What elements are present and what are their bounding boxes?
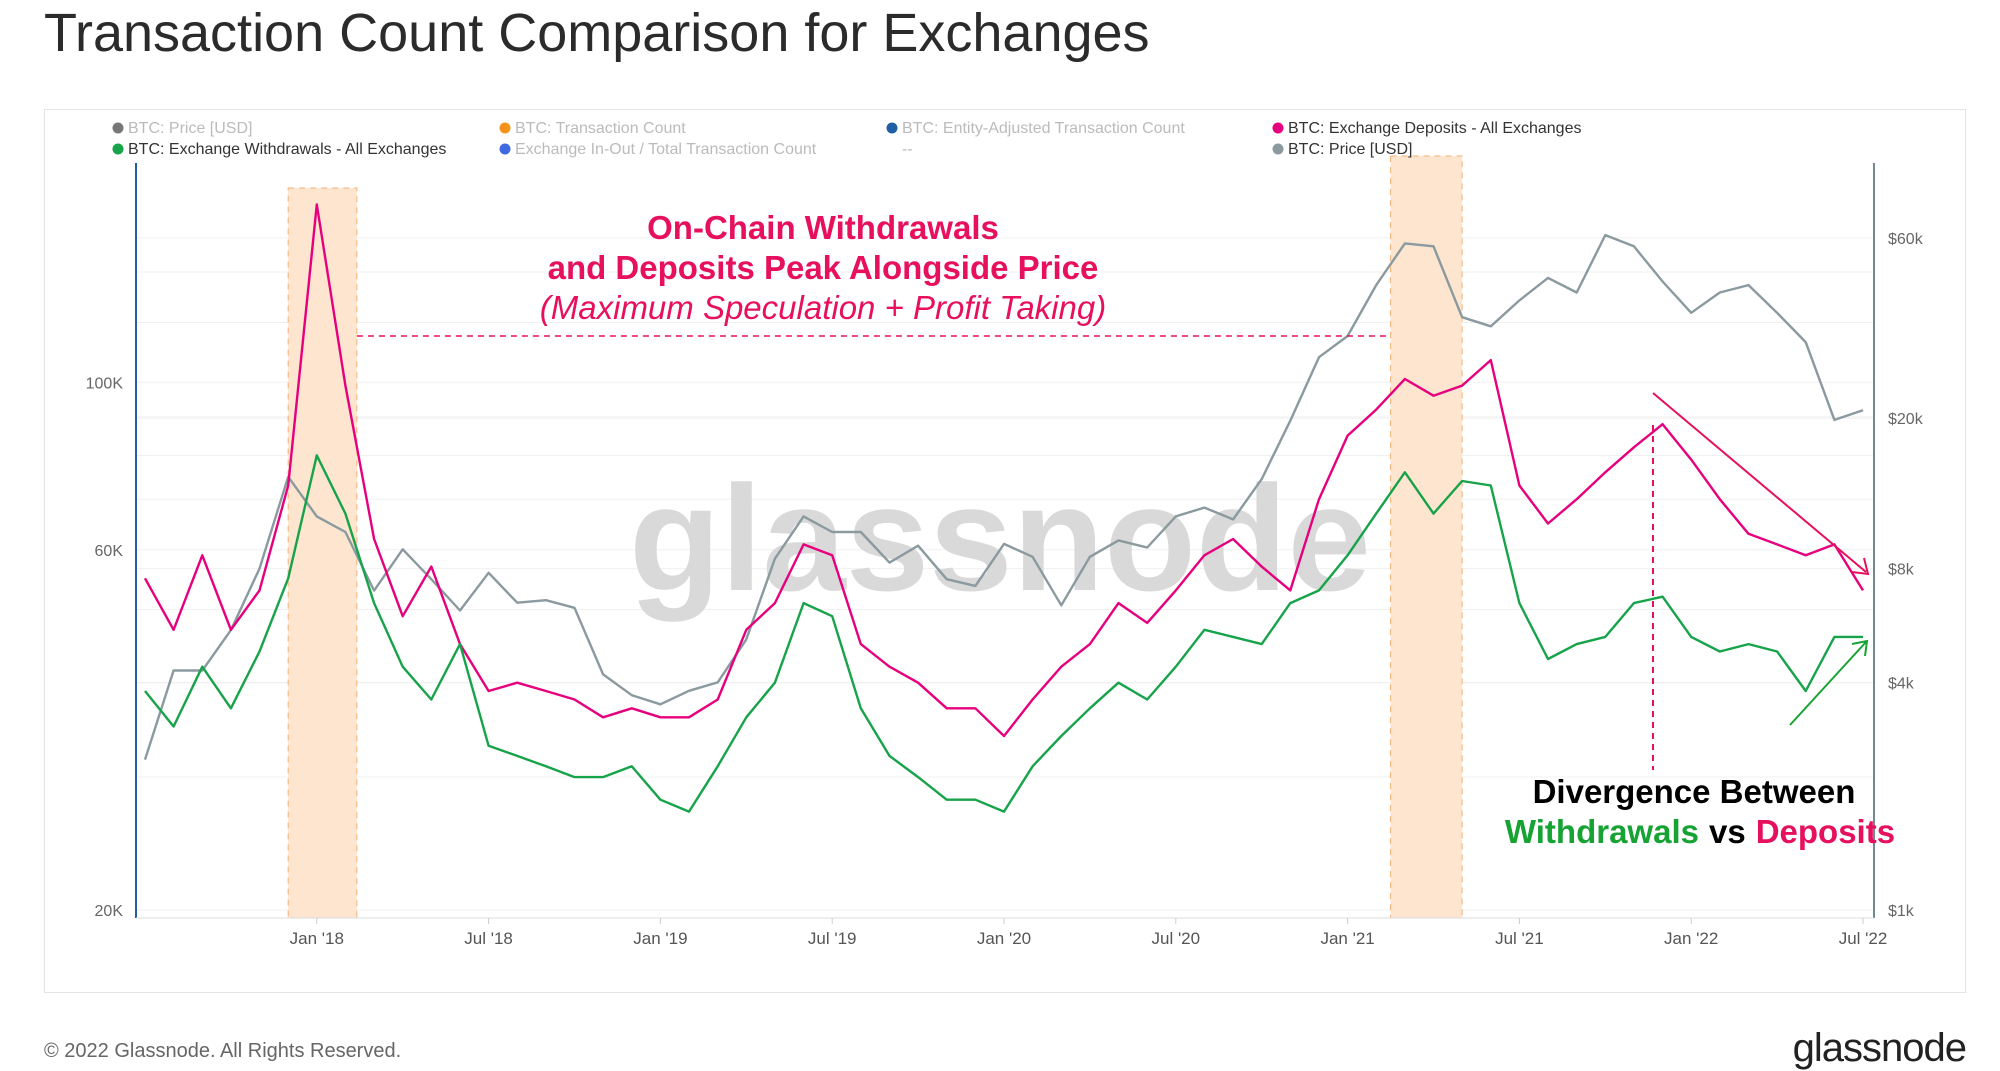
legend-dot-icon	[1273, 144, 1284, 155]
legend-item[interactable]: BTC: Price [USD]	[113, 120, 253, 137]
watermark: glassnode	[629, 454, 1371, 622]
x-tick-label: Jul '18	[464, 929, 513, 948]
y-left-tick-label: 60K	[95, 543, 124, 560]
annotation-vs: vs	[1709, 813, 1746, 850]
legend-label: BTC: Price [USD]	[128, 120, 252, 137]
y-right-tick-label: $4k	[1888, 675, 1915, 692]
legend-item[interactable]: BTC: Exchange Deposits - All Exchanges	[1273, 120, 1582, 137]
legend-label: BTC: Exchange Deposits - All Exchanges	[1288, 120, 1581, 137]
legend-dot-icon	[500, 123, 511, 134]
annotation-deposits: Deposits	[1756, 813, 1895, 850]
x-tick-label: Jan '20	[977, 929, 1031, 948]
y-right-tick-label: $8k	[1888, 562, 1915, 579]
x-tick-label: Jan '21	[1320, 929, 1374, 948]
x-tick-label: Jan '18	[290, 929, 344, 948]
legend-label: BTC: Exchange Withdrawals - All Exchange…	[128, 141, 446, 158]
x-tick-label: Jul '20	[1151, 929, 1200, 948]
annotation-withdrawals: Withdrawals	[1505, 813, 1699, 850]
highlight-period	[288, 188, 357, 918]
legend-label: Exchange In-Out / Total Transaction Coun…	[515, 141, 817, 158]
legend-dot-icon	[113, 144, 124, 155]
annotation-peak-line2: and Deposits Peak Alongside Price	[548, 249, 1099, 286]
legend-label: BTC: Price [USD]	[1288, 141, 1412, 158]
y-right-tick-label: $1k	[1888, 903, 1915, 920]
legend-dot-icon	[1273, 123, 1284, 134]
x-tick-label: Jan '22	[1664, 929, 1718, 948]
legend: BTC: Price [USD] BTC: Transaction Count BT…	[113, 120, 1582, 158]
y-right-tick-label: $60k	[1888, 231, 1924, 248]
y-right-tick-label: $20k	[1888, 411, 1924, 428]
y-left-tick-label: 100K	[86, 375, 124, 392]
legend-item[interactable]: BTC: Entity-Adjusted Transaction Count	[887, 120, 1186, 137]
legend-label: BTC: Transaction Count	[515, 120, 686, 137]
legend-item[interactable]: BTC: Transaction Count	[500, 120, 687, 137]
legend-item[interactable]: BTC: Exchange Withdrawals - All Exchange…	[113, 141, 447, 158]
annotation-peak-line1: On-Chain Withdrawals	[647, 209, 999, 246]
x-tick-label: Jul '19	[808, 929, 857, 948]
highlight-period	[1391, 156, 1463, 918]
y-left-tick-label: 20K	[95, 903, 124, 920]
legend-item[interactable]: Exchange In-Out / Total Transaction Coun…	[500, 141, 817, 158]
legend-dot-icon	[500, 144, 511, 155]
legend-label: BTC: Entity-Adjusted Transaction Count	[902, 120, 1185, 137]
legend-item[interactable]: --	[902, 141, 913, 158]
annotation-peak-line3: (Maximum Speculation + Profit Taking)	[540, 289, 1106, 326]
legend-dot-icon	[887, 123, 898, 134]
glassnode-logo: glassnode	[1793, 1026, 1966, 1071]
x-tick-label: Jul '22	[1839, 929, 1888, 948]
x-tick-label: Jan '19	[633, 929, 687, 948]
footer-copyright: © 2022 Glassnode. All Rights Reserved.	[44, 1040, 401, 1063]
x-tick-label: Jul '21	[1495, 929, 1544, 948]
annotation-divergence-line2: Withdrawals vs Deposits	[1505, 813, 1895, 850]
legend-label: --	[902, 141, 913, 158]
annotation-divergence-line1: Divergence Between	[1533, 773, 1856, 810]
legend-item[interactable]: BTC: Price [USD]	[1273, 141, 1413, 158]
legend-dot-icon	[113, 123, 124, 134]
